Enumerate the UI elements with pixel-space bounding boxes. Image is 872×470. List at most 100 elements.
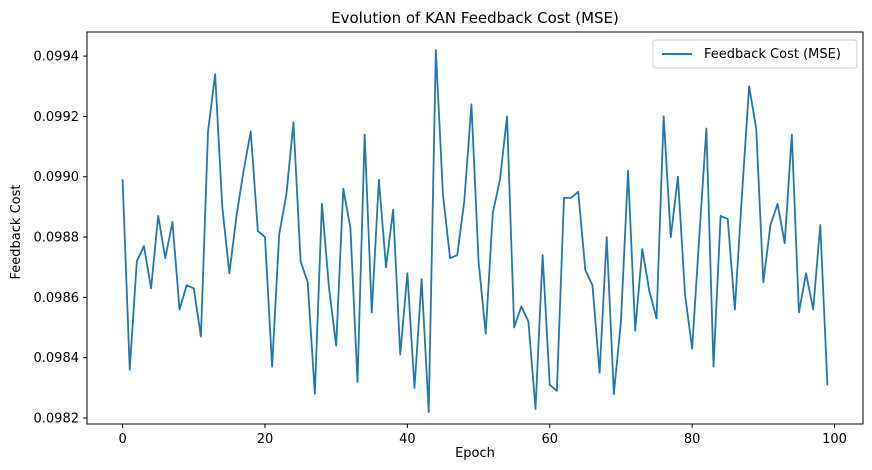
- data-point: [591, 284, 594, 286]
- data-point: [705, 127, 707, 130]
- data-point: [776, 203, 779, 205]
- data-point: [812, 308, 814, 311]
- data-point: [513, 326, 515, 329]
- data-point: [463, 200, 465, 202]
- data-point: [342, 188, 344, 190]
- data-point: [627, 170, 629, 172]
- data-point: [228, 272, 230, 274]
- chart-title: Evolution of KAN Feedback Cost (MSE): [331, 9, 619, 27]
- data-point: [335, 345, 337, 347]
- y-tick-label: 0.0984: [34, 351, 80, 366]
- data-point: [392, 209, 394, 211]
- data-point: [221, 206, 223, 208]
- data-point: [698, 236, 700, 238]
- x-axis-label: Epoch: [455, 446, 495, 461]
- data-point: [727, 218, 729, 220]
- data-point: [677, 176, 679, 178]
- data-point: [613, 393, 615, 395]
- data-point: [527, 320, 529, 323]
- data-point: [421, 278, 423, 280]
- data-point: [598, 372, 601, 374]
- data-point: [549, 384, 551, 386]
- data-point: [364, 133, 366, 136]
- data-point: [477, 260, 480, 262]
- y-tick-label: 0.0992: [34, 110, 80, 125]
- data-point: [826, 384, 829, 386]
- x-tick-label: 40: [399, 432, 416, 447]
- data-point: [492, 212, 494, 214]
- y-tick-label: 0.0988: [34, 231, 80, 246]
- data-point: [299, 260, 302, 262]
- x-tick-label: 80: [684, 432, 701, 447]
- x-tick-label: 20: [257, 432, 274, 447]
- data-point: [157, 215, 159, 217]
- data-point: [235, 215, 238, 217]
- data-point: [720, 215, 722, 217]
- data-point: [328, 287, 330, 289]
- data-point: [634, 329, 636, 332]
- plot-frame: [86, 31, 864, 425]
- data-point: [406, 272, 408, 274]
- data-point: [534, 408, 537, 410]
- data-point: [207, 130, 209, 133]
- data-point: [712, 366, 715, 368]
- data-point: [278, 233, 280, 235]
- data-point: [506, 115, 508, 118]
- data-point: [171, 221, 174, 223]
- data-point: [499, 179, 501, 181]
- data-point: [542, 254, 544, 256]
- data-point: [193, 287, 195, 289]
- data-point: [791, 133, 793, 136]
- data-point: [570, 197, 572, 199]
- data-point: [741, 194, 743, 196]
- data-point: [684, 293, 686, 295]
- y-tick-label: 0.0986: [34, 291, 80, 306]
- data-point: [150, 287, 152, 289]
- data-point: [670, 236, 672, 238]
- data-point: [584, 269, 586, 271]
- data-point: [428, 411, 430, 413]
- y-axis-label: Feedback Cost: [9, 185, 24, 280]
- data-point: [442, 194, 444, 196]
- data-point: [734, 308, 736, 311]
- data-point: [648, 290, 651, 292]
- data-point: [143, 245, 145, 247]
- series-line: [121, 49, 829, 413]
- data-point: [620, 320, 622, 323]
- data-point: [577, 191, 579, 193]
- data-point: [356, 381, 359, 383]
- data-point: [321, 203, 323, 205]
- data-point: [748, 85, 750, 87]
- data-point: [378, 179, 380, 181]
- data-point: [485, 332, 487, 335]
- data-point: [520, 305, 522, 307]
- legend-label: Feedback Cost (MSE): [704, 47, 841, 62]
- data-point: [784, 242, 786, 244]
- y-tick-label: 0.0994: [34, 50, 80, 65]
- data-point: [449, 257, 451, 259]
- data-point: [129, 369, 131, 371]
- data-point: [798, 311, 800, 314]
- data-point: [264, 236, 266, 238]
- data-point: [755, 127, 757, 130]
- data-point: [314, 393, 316, 395]
- data-point: [413, 387, 416, 389]
- data-point: [385, 266, 387, 268]
- data-point: [456, 254, 458, 256]
- data-point: [200, 335, 202, 338]
- data-point: [307, 281, 309, 283]
- y-tick-label: 0.0990: [34, 170, 80, 185]
- data-point: [655, 317, 658, 320]
- legend-box: [652, 39, 858, 69]
- data-point: [292, 121, 295, 124]
- y-tick-label: 0.0982: [34, 411, 80, 426]
- data-point: [805, 272, 807, 274]
- data-point: [556, 390, 558, 392]
- data-point: [435, 49, 437, 51]
- data-point: [819, 224, 821, 226]
- data-point: [769, 224, 772, 226]
- data-point: [691, 348, 693, 350]
- data-point: [285, 194, 287, 196]
- data-point: [164, 257, 166, 259]
